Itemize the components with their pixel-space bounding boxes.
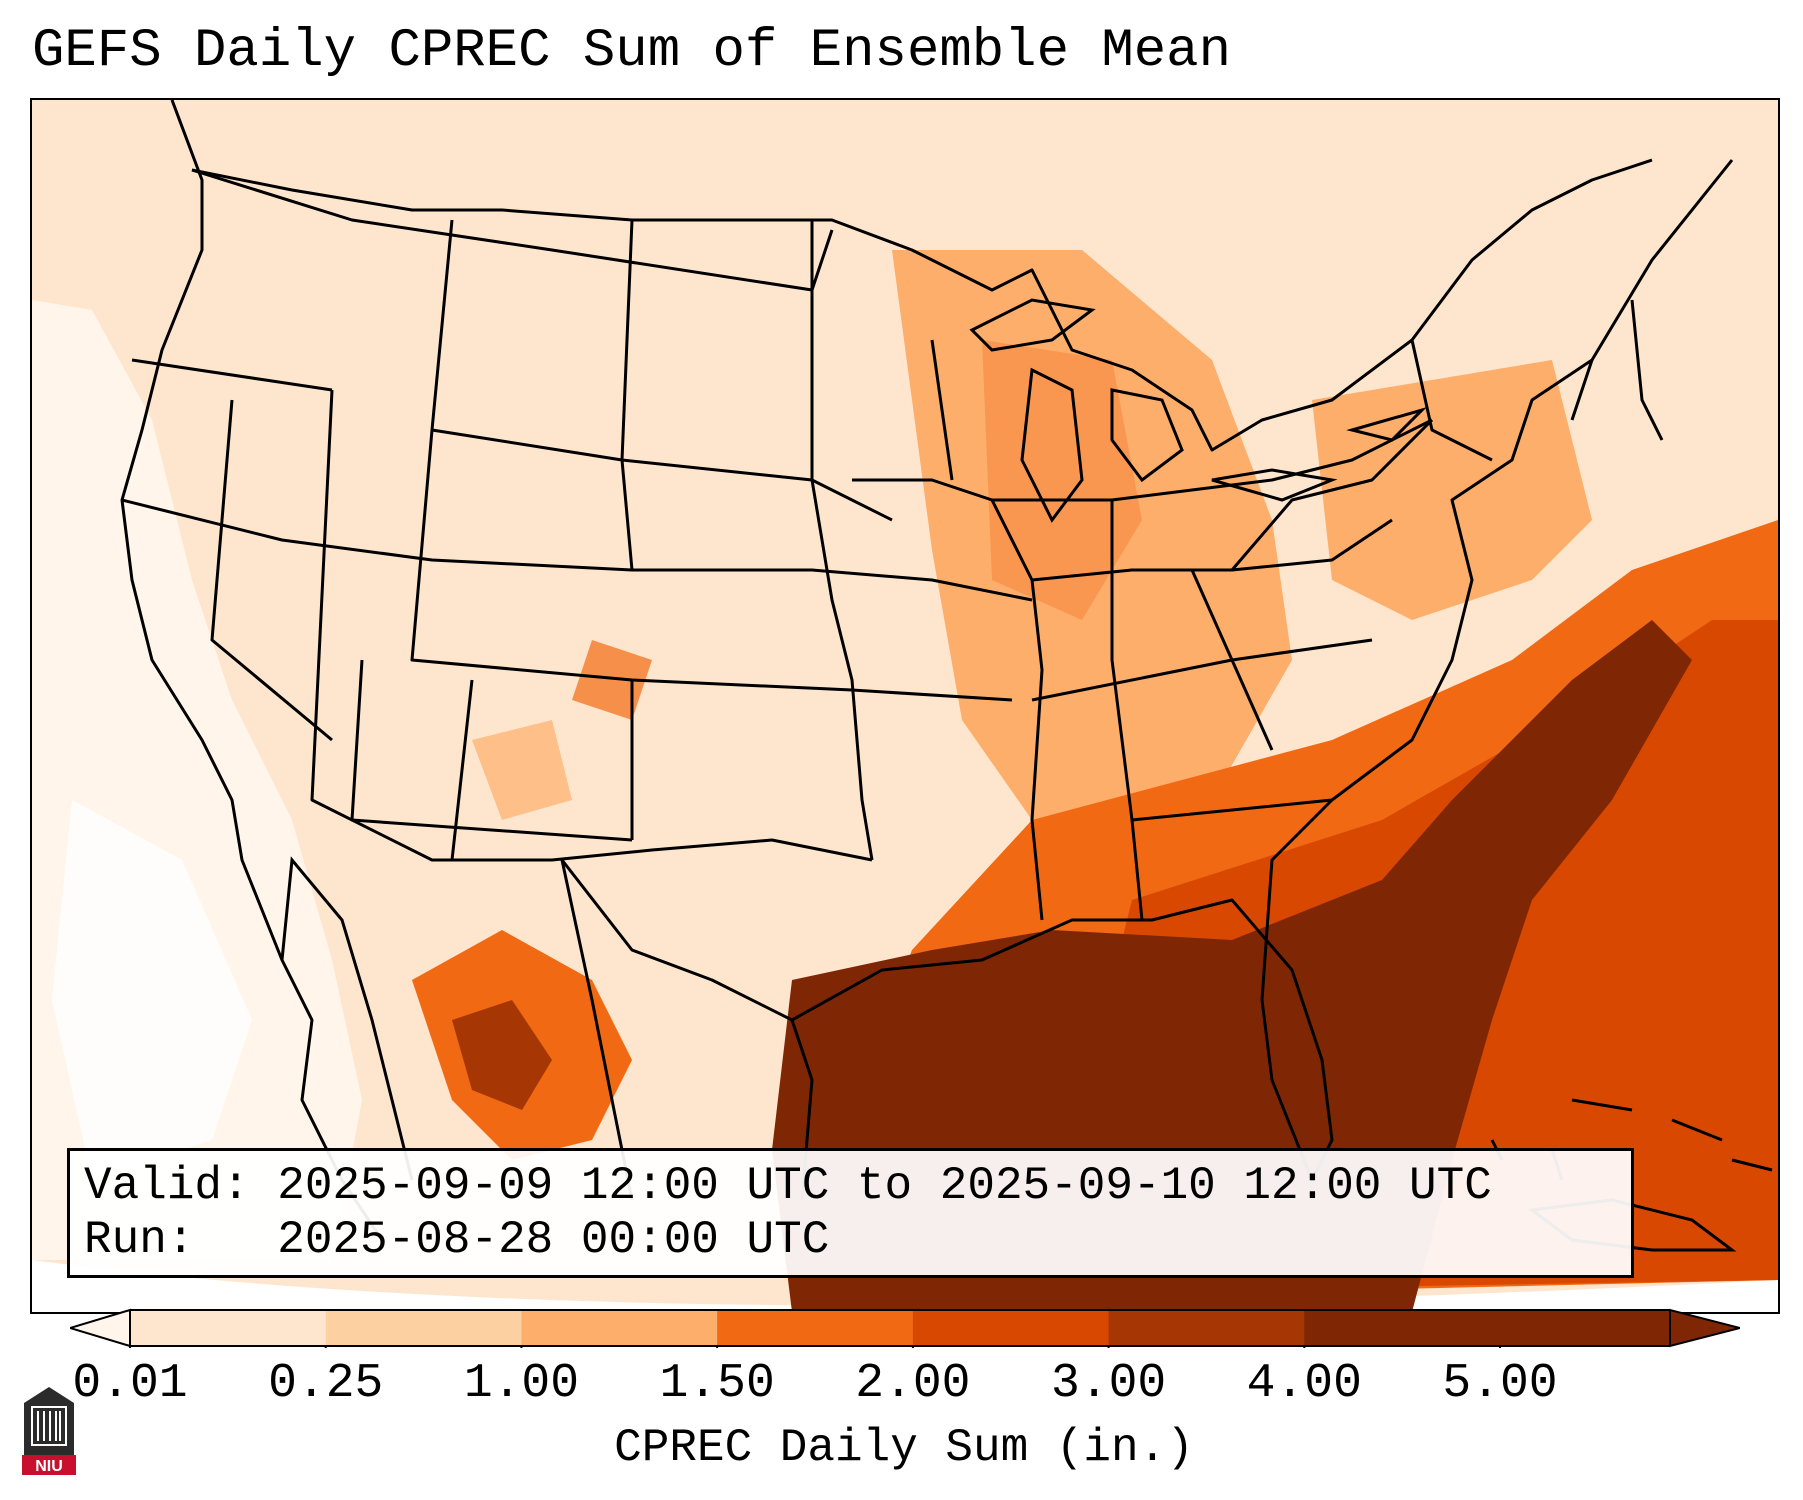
niu-logo: NIU	[22, 1387, 76, 1475]
colorbar-tick-label: 1.50	[659, 1357, 775, 1411]
run-time-text: Run: 2025-08-28 00:00 UTC	[84, 1214, 830, 1266]
colorbar-tick-label: 0.25	[268, 1357, 384, 1411]
valid-time-text: Valid: 2025-09-09 12:00 UTC to 2025-09-1…	[84, 1160, 1492, 1212]
colorbar-tick-label: 2.00	[855, 1357, 971, 1411]
colorbar-label: CPREC Daily Sum (in.)	[614, 1422, 1194, 1474]
colorbar-segment	[130, 1310, 327, 1346]
mexico-heavy-precip	[452, 1000, 552, 1110]
colorbar-segment	[912, 1310, 1110, 1346]
colorbar	[70, 1308, 1740, 1348]
map-title: GEFS Daily CPREC Sum of Ensemble Mean	[32, 21, 1231, 82]
colorbar-segment	[1304, 1310, 1501, 1346]
colorbar-segment	[1108, 1310, 1305, 1346]
pacific-clear-patch	[52, 800, 252, 1180]
colorbar-max-extend	[1669, 1308, 1740, 1348]
colorbar-tick-label: 0.01	[72, 1357, 188, 1411]
northeast-precip	[1312, 360, 1592, 620]
colorbar-segment	[325, 1310, 522, 1346]
validity-info-box: Valid: 2025-09-09 12:00 UTC to 2025-09-1…	[67, 1148, 1634, 1278]
colorbar-tick-label: 5.00	[1442, 1357, 1558, 1411]
colorbar-tick-label: 3.00	[1050, 1357, 1167, 1411]
colorbar-border	[130, 1309, 1670, 1347]
colorbar-tick-label: 1.00	[463, 1357, 580, 1411]
colorbar-segment	[1500, 1310, 1670, 1346]
great-lakes	[969, 298, 1428, 523]
lakes-precip	[982, 340, 1142, 620]
gulf-max-precip	[772, 620, 1692, 1312]
colorbar-segment	[521, 1310, 718, 1346]
colorbar-min-extend	[70, 1308, 131, 1348]
svg-text:NIU: NIU	[35, 1458, 63, 1475]
precip-map	[30, 98, 1780, 1314]
colorbar-tick-label: 4.00	[1246, 1357, 1362, 1411]
colorbar-segment	[717, 1310, 914, 1346]
